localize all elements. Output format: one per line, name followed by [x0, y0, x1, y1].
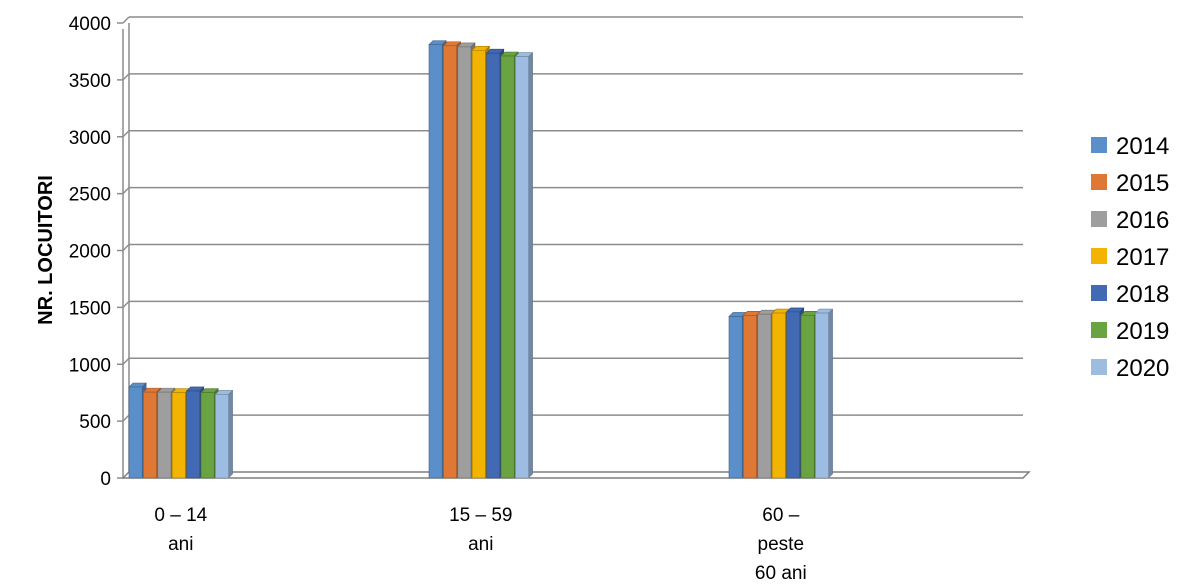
bar-front-face	[171, 392, 186, 479]
legend-item-2016: 2016	[1091, 207, 1169, 234]
gridline-side	[122, 300, 130, 308]
y-tick-label: 3000	[69, 128, 111, 149]
axis-layer: 0 500 1000 1500 2000 2500 3000 3500 4000 0 – 14 an…	[69, 14, 807, 584]
bar-front-face	[186, 390, 201, 479]
bar-front-face	[728, 316, 743, 479]
gridline-side	[122, 130, 130, 138]
bar-front-face	[500, 55, 515, 479]
x-category-label-line: 15 – 59	[449, 505, 512, 526]
x-category-label-line: 0 – 14	[154, 505, 207, 526]
x-category-label-line: 60 ani	[755, 563, 807, 584]
bar-2020	[214, 389, 234, 479]
bar-2020	[814, 308, 834, 479]
bar-side-face	[828, 308, 833, 479]
bar-front-face	[757, 313, 772, 479]
legend-swatch	[1091, 322, 1107, 338]
legend-swatch	[1091, 174, 1107, 190]
legend-swatch	[1091, 137, 1107, 153]
bar-front-face	[471, 49, 486, 479]
x-category-label-line: 60 –	[762, 505, 799, 526]
legend-label: 2014	[1116, 133, 1169, 160]
bar-front-face	[786, 311, 801, 479]
y-tick-label: 500	[79, 412, 111, 433]
gridline-side	[122, 16, 130, 24]
legend-swatch	[1091, 285, 1107, 301]
bar-side-face	[528, 51, 533, 479]
gridline-side	[122, 187, 130, 195]
bar-front-face	[128, 386, 143, 479]
grid-layer	[121, 16, 1031, 479]
legend-item-2020: 2020	[1091, 355, 1169, 382]
y-tick-label: 2500	[69, 185, 111, 206]
y-axis-title: NR. LOCUITORI	[35, 175, 57, 325]
y-tick-label: 1500	[69, 298, 111, 319]
x-category-label-line: peste	[758, 534, 804, 555]
chart-floor	[121, 471, 1031, 479]
legend-label: 2016	[1116, 207, 1169, 234]
bar-front-face	[800, 315, 815, 479]
legend-label: 2015	[1116, 170, 1169, 197]
bar-front-face	[457, 46, 472, 479]
legend-label: 2018	[1116, 281, 1169, 308]
bar-front-face	[157, 391, 172, 479]
y-tick-label: 2000	[69, 242, 111, 263]
x-category-label: 0 – 14 ani	[154, 505, 207, 555]
gridline-side	[122, 243, 130, 252]
legend-item-2018: 2018	[1091, 281, 1169, 308]
legend-swatch	[1091, 211, 1107, 227]
y-tick-label: 1000	[69, 355, 111, 376]
bar-front-face	[771, 312, 786, 479]
legend-item-2019: 2019	[1091, 318, 1169, 345]
gridline-side	[122, 357, 130, 365]
y-tick-label: 3500	[69, 71, 111, 92]
bar-front-face	[200, 392, 215, 479]
legend-label: 2019	[1116, 318, 1169, 345]
gridline-side	[122, 73, 130, 81]
bar-front-face	[486, 52, 501, 479]
legend-swatch	[1091, 248, 1107, 264]
x-category-label-line: ani	[468, 534, 493, 555]
bar-front-face	[515, 56, 529, 479]
bar-side-face	[228, 389, 233, 479]
bar-front-face	[143, 391, 157, 479]
bar-front-face	[743, 315, 757, 479]
bar-front-face	[215, 394, 229, 479]
bars-layer	[128, 40, 834, 479]
bar-front-face	[443, 45, 457, 479]
legend-item-2017: 2017	[1091, 244, 1169, 271]
legend: 2014 2015 2016 2017 2018 2019 2020	[1091, 133, 1169, 382]
legend-label: 2020	[1116, 355, 1169, 382]
legend-label: 2017	[1116, 244, 1169, 271]
bar-2020	[514, 51, 534, 479]
legend-swatch	[1091, 359, 1107, 375]
bar-front-face	[428, 44, 443, 479]
y-tick-label: 4000	[69, 14, 111, 35]
x-category-label-line: ani	[168, 534, 193, 555]
x-category-label: 60 – peste 60 ani	[755, 505, 807, 584]
x-category-label: 15 – 59 ani	[449, 505, 512, 555]
gridline-side	[122, 414, 130, 422]
y-tick-label: 0	[100, 469, 111, 490]
legend-item-2015: 2015	[1091, 170, 1169, 197]
bar-front-face	[815, 312, 829, 479]
legend-item-2014: 2014	[1091, 133, 1169, 160]
